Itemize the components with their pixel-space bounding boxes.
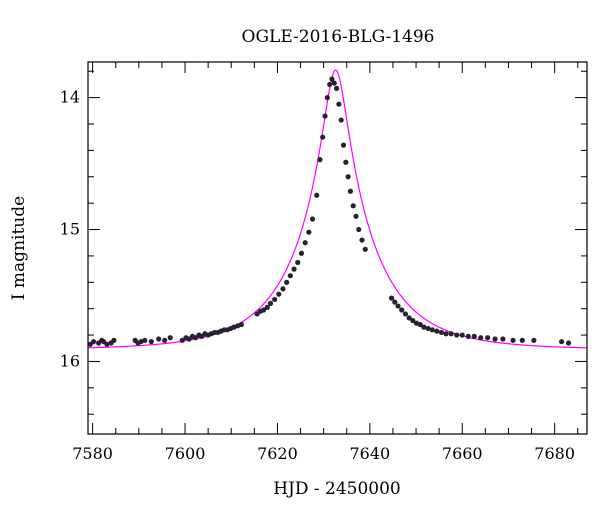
data-point: [429, 327, 435, 333]
data-point: [317, 157, 323, 163]
data-point: [291, 266, 297, 272]
data-point: [331, 80, 337, 86]
data-point: [148, 339, 154, 345]
data-point: [280, 286, 286, 292]
x-axis-label: HJD - 2450000: [273, 479, 401, 499]
data-point: [362, 246, 368, 252]
data-point: [388, 295, 395, 301]
data-point: [260, 307, 267, 313]
data-point: [327, 81, 333, 88]
data-point: [156, 336, 162, 342]
data-point: [306, 229, 312, 235]
data-point: [359, 237, 365, 243]
data-point: [324, 95, 330, 101]
data-point: [417, 321, 423, 328]
data-point: [104, 341, 110, 347]
data-point: [295, 259, 301, 266]
data-point: [485, 335, 491, 341]
data-point: [287, 273, 293, 279]
data-point: [531, 337, 537, 343]
data-point: [336, 101, 342, 107]
data-point: [272, 296, 278, 303]
data-point: [298, 250, 305, 256]
data-point: [353, 213, 359, 219]
data-point: [111, 337, 117, 343]
x-tick-label: 7620: [257, 444, 298, 463]
chart-title: OGLE-2016-BLG-1496: [242, 27, 435, 47]
data-point: [350, 203, 356, 209]
data-point: [438, 329, 445, 336]
model-curve: [87, 69, 588, 349]
data-point: [302, 240, 308, 246]
x-tick-label: 7660: [442, 444, 483, 463]
data-point: [478, 335, 484, 341]
x-tick-label: 7680: [534, 444, 575, 463]
data-point: [454, 332, 460, 338]
data-point: [329, 76, 335, 82]
data-point: [510, 337, 516, 343]
data-point: [90, 339, 97, 345]
y-tick-label: 14: [60, 88, 80, 107]
data-point: [238, 321, 244, 328]
data-point: [179, 337, 185, 343]
data-point: [406, 315, 412, 321]
y-tick-label: 16: [60, 351, 80, 370]
plot-frame: [87, 61, 588, 435]
data-point: [421, 324, 427, 330]
data-point: [402, 311, 409, 317]
data-point: [309, 216, 316, 222]
data-point: [471, 333, 477, 339]
data-point: [465, 333, 471, 339]
data-point: [264, 304, 270, 310]
y-tick-label: 15: [60, 220, 80, 239]
data-point: [162, 337, 168, 343]
data-point: [459, 332, 465, 338]
data-point: [340, 142, 347, 148]
data-point: [519, 337, 525, 343]
data-point: [142, 337, 148, 343]
data-point: [314, 192, 320, 198]
data-point: [322, 113, 328, 119]
data-point: [267, 300, 274, 306]
x-tick-label: 7580: [72, 444, 113, 463]
data-point: [443, 331, 449, 337]
data-point: [410, 317, 416, 324]
data-point: [338, 117, 344, 123]
data-point: [558, 339, 565, 345]
data-point: [167, 335, 173, 341]
x-tick-label: 7600: [165, 444, 206, 463]
data-point: [448, 331, 454, 337]
x-tick-label: 7640: [349, 444, 390, 463]
data-point: [345, 174, 351, 180]
data-point: [356, 226, 362, 233]
data-point: [284, 279, 290, 285]
data-point: [347, 188, 354, 194]
data-point: [343, 159, 349, 165]
y-axis-label: I magnitude: [9, 196, 29, 300]
data-point: [565, 340, 572, 346]
data-point: [434, 328, 440, 334]
data-point: [333, 85, 340, 91]
x-axis-ticks: 7580 7600 7620 7640 7660 7680: [72, 62, 579, 463]
data-point: [399, 307, 405, 313]
data-point: [492, 336, 498, 342]
data-point: [500, 336, 506, 342]
data-point: [320, 134, 326, 140]
y-axis-ticks: 14 15 16: [60, 70, 587, 415]
data-point: [395, 303, 401, 309]
data-point: [276, 291, 282, 297]
data-point: [425, 325, 431, 332]
plot-marks: [87, 69, 588, 349]
data-point: [392, 299, 398, 305]
